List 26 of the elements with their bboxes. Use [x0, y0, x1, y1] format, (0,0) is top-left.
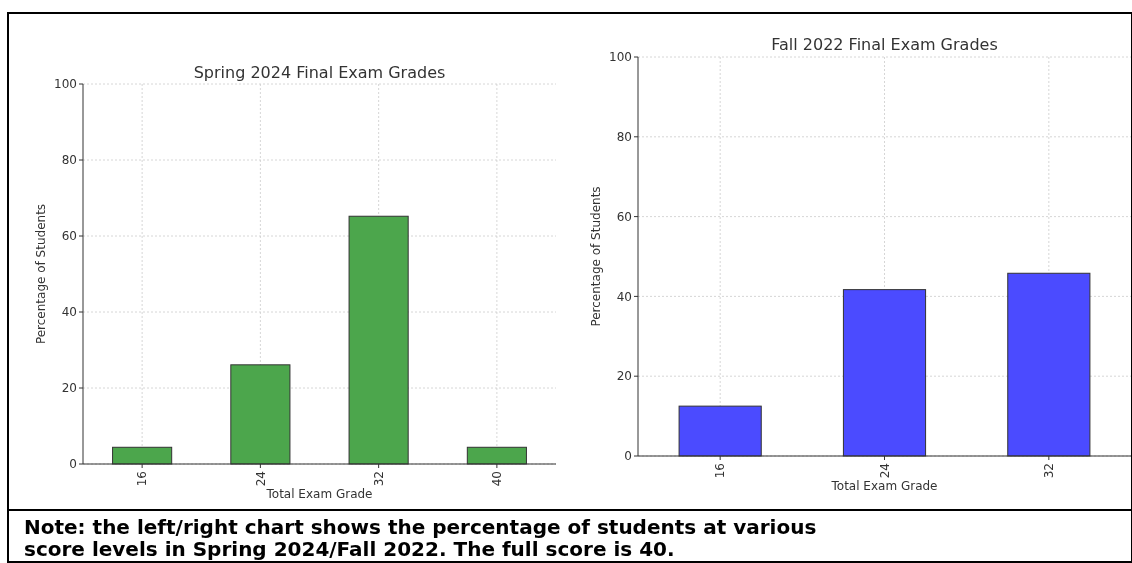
y-axis-title: Percentage of Students [34, 203, 48, 345]
y-tick-label: 60 [616, 209, 632, 224]
y-tick-label: 80 [61, 153, 77, 168]
x-tick-label: 32 [371, 471, 386, 487]
text: Note: the left/right chart shows the percentage of students at various score levels in Spring 2024/Fall 2022. The full score is 40. [24, 515, 817, 561]
y-tick-label: 40 [61, 305, 77, 320]
x-tick-label: 40 [490, 471, 505, 487]
x-tick-label: 32 [1042, 463, 1057, 479]
y-tick-label: 40 [616, 289, 632, 304]
x-axis-title: Total Exam Grade [265, 487, 373, 501]
x-tick-label: 16 [713, 463, 728, 479]
y-tick-label: 0 [69, 457, 77, 472]
x-tick-label: 24 [877, 463, 892, 479]
y-tick-label: 20 [61, 381, 77, 396]
y-tick-label: 20 [616, 369, 632, 384]
y-tick-label: 0 [624, 449, 632, 464]
y-axis-title: Percentage of Students [589, 186, 603, 327]
y-tick-label: 80 [616, 130, 632, 144]
x-tick-label: 16 [135, 471, 150, 487]
y-tick-label: 100 [54, 77, 77, 92]
y-tick-label: 100 [609, 50, 632, 65]
chart-title: Fall 2022 Final Exam Grades [771, 35, 998, 54]
chart-title: Spring 2024 Final Exam Grades [193, 63, 446, 82]
x-axis-title: Total Exam Grade [830, 479, 938, 493]
y-tick-label: 60 [61, 229, 77, 244]
x-tick-label: 24 [253, 471, 268, 487]
